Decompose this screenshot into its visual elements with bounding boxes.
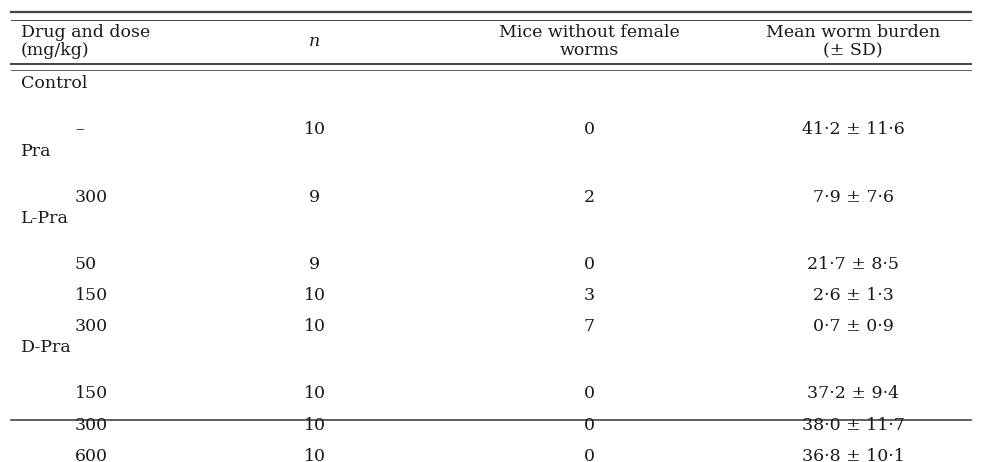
Text: 10: 10 [303, 287, 326, 304]
Text: 2·6 ± 1·3: 2·6 ± 1·3 [813, 287, 894, 304]
Text: 9: 9 [309, 256, 320, 273]
Text: 41·2 ± 11·6: 41·2 ± 11·6 [802, 121, 904, 138]
Text: 10: 10 [303, 417, 326, 433]
Text: (± SD): (± SD) [824, 42, 883, 59]
Text: 300: 300 [75, 318, 108, 335]
Text: 7·9 ± 7·6: 7·9 ± 7·6 [813, 188, 894, 206]
Text: 2: 2 [583, 188, 594, 206]
Text: 600: 600 [75, 448, 108, 462]
Text: 50: 50 [75, 256, 97, 273]
Text: 0: 0 [583, 448, 594, 462]
Text: 150: 150 [75, 287, 108, 304]
Text: (mg/kg): (mg/kg) [21, 42, 89, 59]
Text: –: – [75, 121, 83, 138]
Text: 38·0 ± 11·7: 38·0 ± 11·7 [802, 417, 904, 433]
Text: Control: Control [21, 75, 87, 92]
Text: Mean worm burden: Mean worm burden [766, 24, 941, 41]
Text: Mice without female: Mice without female [499, 24, 680, 41]
Text: worms: worms [560, 42, 619, 59]
Text: 10: 10 [303, 121, 326, 138]
Text: 0·7 ± 0·9: 0·7 ± 0·9 [813, 318, 894, 335]
Text: 0: 0 [583, 121, 594, 138]
Text: 0: 0 [583, 256, 594, 273]
Text: 0: 0 [583, 417, 594, 433]
Text: 10: 10 [303, 448, 326, 462]
Text: 10: 10 [303, 385, 326, 402]
Text: 3: 3 [583, 287, 594, 304]
Text: 9: 9 [309, 188, 320, 206]
Text: Pra: Pra [21, 142, 51, 159]
Text: 150: 150 [75, 385, 108, 402]
Text: 36·8 ± 10·1: 36·8 ± 10·1 [802, 448, 904, 462]
Text: Drug and dose: Drug and dose [21, 24, 150, 41]
Text: 37·2 ± 9·4: 37·2 ± 9·4 [807, 385, 900, 402]
Text: n: n [309, 33, 320, 50]
Text: D-Pra: D-Pra [21, 340, 72, 357]
Text: 300: 300 [75, 188, 108, 206]
Text: 300: 300 [75, 417, 108, 433]
Text: 0: 0 [583, 385, 594, 402]
Text: 7: 7 [583, 318, 594, 335]
Text: 10: 10 [303, 318, 326, 335]
Text: L-Pra: L-Pra [21, 210, 69, 227]
Text: 21·7 ± 8·5: 21·7 ± 8·5 [807, 256, 900, 273]
